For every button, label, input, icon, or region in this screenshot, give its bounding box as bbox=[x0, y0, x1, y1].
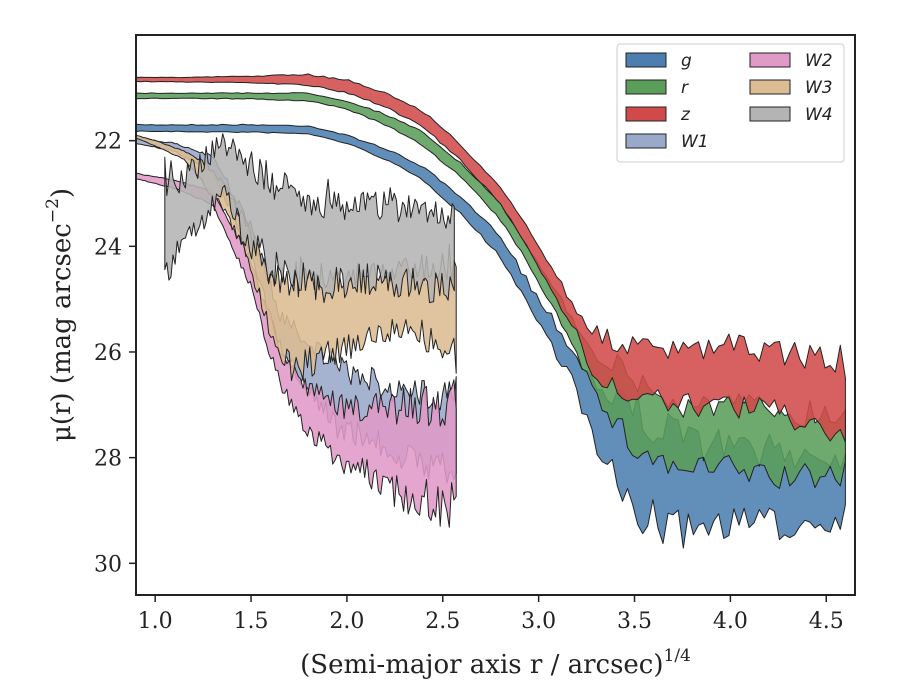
legend-label-w4: W4 bbox=[805, 105, 833, 125]
legend-swatch-w4 bbox=[749, 106, 791, 122]
legend-label-r: r bbox=[681, 78, 689, 98]
legend-swatch-r bbox=[625, 79, 667, 95]
x-tick-label: 2.0 bbox=[329, 609, 364, 634]
legend: grz W1 W2 W3 W4 bbox=[616, 43, 845, 163]
legend-swatch-g bbox=[625, 52, 667, 68]
y-tick-label: 30 bbox=[94, 552, 122, 577]
legend-swatch-z bbox=[625, 106, 667, 122]
y-tick-label: 28 bbox=[94, 447, 122, 472]
y-tick-label: 24 bbox=[94, 235, 122, 260]
area-z bbox=[135, 73, 846, 443]
legend-box bbox=[616, 43, 845, 163]
x-tick-label: 4.0 bbox=[713, 609, 748, 634]
legend-swatch-w1 bbox=[625, 133, 667, 149]
x-tick-label: 3.5 bbox=[617, 609, 652, 634]
legend-label-w2: W2 bbox=[805, 51, 833, 71]
series-areas bbox=[135, 73, 846, 549]
y-tick-label: 22 bbox=[94, 130, 122, 155]
area-w4 bbox=[164, 133, 455, 304]
legend-label-g: g bbox=[681, 51, 692, 71]
x-tick-label: 1.0 bbox=[138, 609, 173, 634]
y-axis: 22 24 26 28 30 bbox=[94, 130, 136, 577]
x-tick-label: 3.0 bbox=[521, 609, 556, 634]
plot-frame bbox=[135, 34, 856, 596]
x-tick-label: 2.5 bbox=[425, 609, 460, 634]
x-tick-label: 4.5 bbox=[809, 609, 844, 634]
x-axis: 1.0 1.5 2.0 2.5 3.0 3.5 4.0 4.5 bbox=[138, 595, 844, 634]
x-tick-label: 1.5 bbox=[234, 609, 269, 634]
y-axis-title: μ(r) (mag arcsec−2) bbox=[43, 188, 77, 442]
x-axis-title: (Semi-major axis r / arcsec)1/4 bbox=[300, 646, 691, 680]
legend-label-z: z bbox=[680, 105, 691, 125]
legend-label-w1: W1 bbox=[681, 132, 709, 152]
legend-swatch-w2 bbox=[749, 52, 791, 68]
y-tick-label: 26 bbox=[94, 341, 122, 366]
legend-label-w3: W3 bbox=[805, 78, 833, 98]
legend-swatch-w3 bbox=[749, 79, 791, 95]
area-r bbox=[135, 92, 846, 489]
